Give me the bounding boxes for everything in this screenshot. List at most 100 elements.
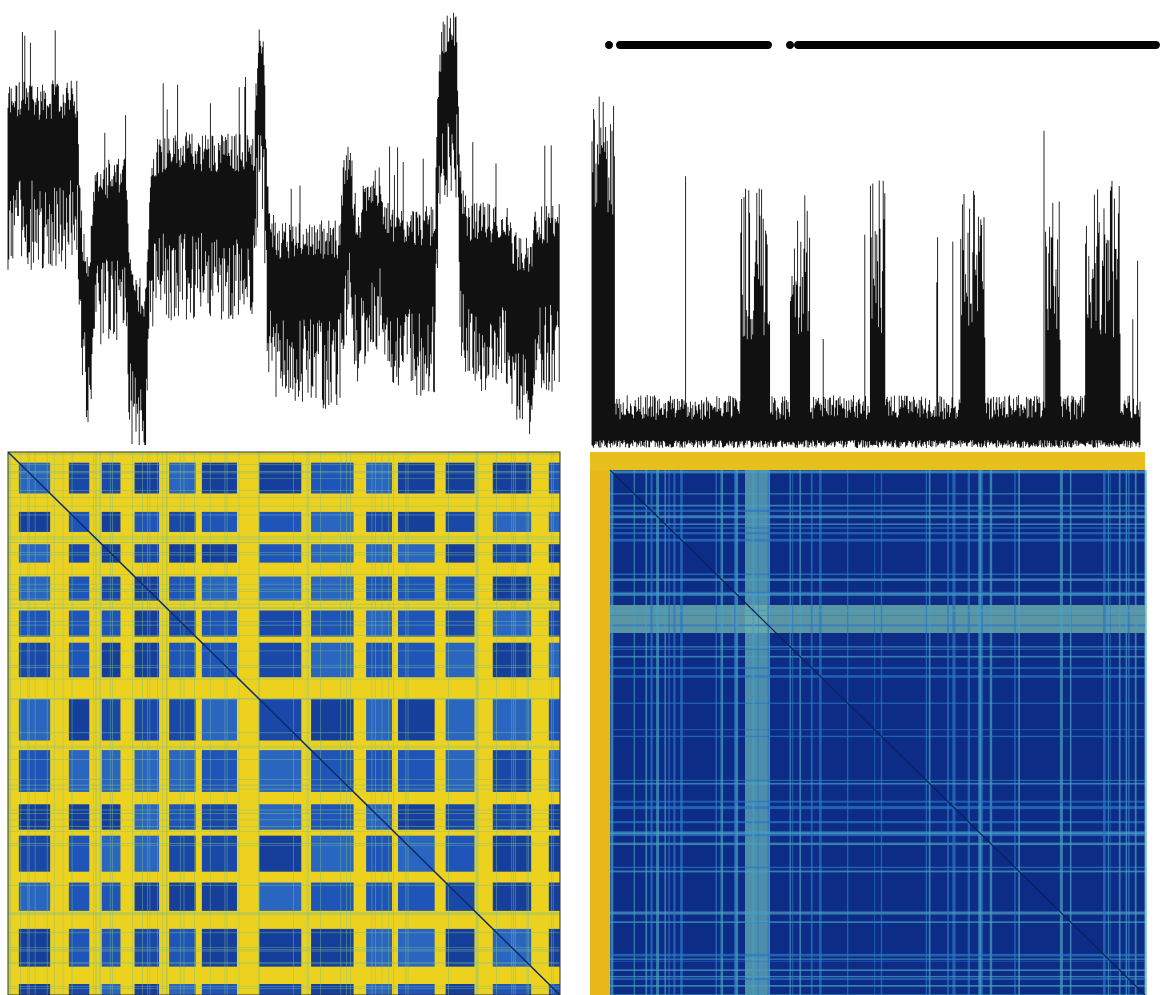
matrix-block	[68, 462, 90, 494]
matrix-stripe	[1014, 470, 1016, 995]
matrix-stripe	[610, 593, 1145, 596]
matrix-stripe	[925, 470, 928, 995]
matrix-block	[548, 642, 560, 678]
matrix-stripe	[610, 675, 1145, 678]
matrix-stripe	[789, 470, 791, 995]
matrix-block	[101, 983, 121, 995]
matrix-block	[68, 544, 90, 563]
matrix-block	[258, 511, 302, 532]
matrix-block	[18, 610, 51, 637]
matrix-block	[311, 983, 354, 995]
matrix-block	[311, 511, 354, 532]
matrix-stripe	[610, 779, 1145, 782]
matrix-block	[258, 750, 302, 792]
matrix-block	[548, 576, 560, 601]
matrix-stripe	[610, 985, 1145, 987]
matrix-stripe	[610, 624, 1145, 627]
matrix-stripe	[610, 870, 1145, 873]
matrix-block	[548, 544, 560, 563]
matrix-block	[548, 835, 560, 872]
matrix-block	[68, 835, 90, 872]
matrix-stripe	[1018, 470, 1021, 995]
matrix-block	[548, 511, 560, 532]
matrix-block	[366, 983, 392, 995]
matrix-stripe	[610, 702, 1145, 704]
matrix-block	[101, 698, 121, 741]
matrix-block	[445, 544, 475, 563]
matrix-stripe	[767, 470, 770, 995]
matrix-block	[311, 610, 354, 637]
matrix-stripe	[1069, 470, 1072, 995]
matrix-stripe	[715, 470, 718, 995]
matrix-block	[398, 804, 435, 830]
matrix-block	[311, 804, 354, 830]
matrix-stripe	[610, 735, 1145, 738]
matrix-stripe	[610, 509, 1145, 512]
matrix-stripe	[664, 470, 666, 995]
matrix-stripe	[978, 470, 982, 995]
right-trace	[591, 96, 1141, 448]
matrix-block	[548, 698, 560, 741]
matrix-block	[169, 750, 196, 792]
matrix-stripe	[668, 470, 670, 995]
matrix-stripe	[610, 532, 1145, 535]
matrix-block	[169, 576, 196, 601]
matrix-stripe	[810, 470, 813, 995]
matrix-stripe	[610, 615, 1145, 616]
matrix-block	[201, 882, 237, 911]
matrix-block	[18, 804, 51, 830]
matrix-stripe	[720, 470, 724, 995]
matrix-stripe	[989, 470, 993, 995]
matrix-stripe	[752, 470, 755, 995]
matrix-block	[134, 610, 160, 637]
matrix-block	[201, 698, 237, 741]
matrix-block	[445, 511, 475, 532]
matrix-block	[548, 750, 560, 792]
matrix-block	[134, 544, 160, 563]
matrix-block	[201, 835, 237, 872]
matrix-block	[134, 750, 160, 792]
matrix-block	[68, 750, 90, 792]
matrix-block	[201, 576, 237, 601]
matrix-stripe	[610, 921, 1145, 923]
matrix-block	[398, 610, 435, 637]
matrix-block	[18, 544, 51, 563]
matrix-block	[398, 698, 435, 741]
matrix-block	[398, 642, 435, 678]
left-matrix	[7, 451, 561, 995]
matrix-block	[101, 642, 121, 678]
matrix-stripe	[610, 504, 1145, 507]
matrix-block	[258, 462, 302, 494]
matrix-block	[18, 835, 51, 872]
matrix-stripe	[645, 470, 648, 995]
matrix-band	[745, 470, 770, 995]
matrix-block	[134, 642, 160, 678]
matrix-stripe	[610, 538, 1145, 542]
matrix-block	[101, 462, 121, 494]
matrix-block	[134, 462, 160, 494]
matrix-block	[18, 750, 51, 792]
matrix-block	[398, 462, 435, 494]
matrix-stripe	[673, 470, 676, 995]
matrix-block	[445, 610, 475, 637]
matrix-stripe	[979, 470, 983, 995]
matrix-block	[134, 983, 160, 995]
matrix-stripe	[610, 782, 1145, 785]
matrix-block	[134, 698, 160, 741]
matrix-stripe	[847, 470, 849, 995]
matrix-block	[258, 882, 302, 911]
matrix-stripe	[610, 866, 1145, 869]
matrix-stripe	[610, 729, 1145, 731]
matrix-block	[201, 610, 237, 637]
matrix-block	[68, 642, 90, 678]
right-segment-bar	[605, 41, 1160, 49]
matrix-block	[68, 882, 90, 911]
matrix-block	[366, 642, 392, 678]
matrix-block	[311, 576, 354, 601]
matrix-block	[201, 750, 237, 792]
matrix-stripe	[1110, 470, 1111, 995]
matrix-stripe	[633, 470, 635, 995]
matrix-stripe	[610, 655, 1145, 658]
matrix-stripe	[610, 978, 1145, 980]
